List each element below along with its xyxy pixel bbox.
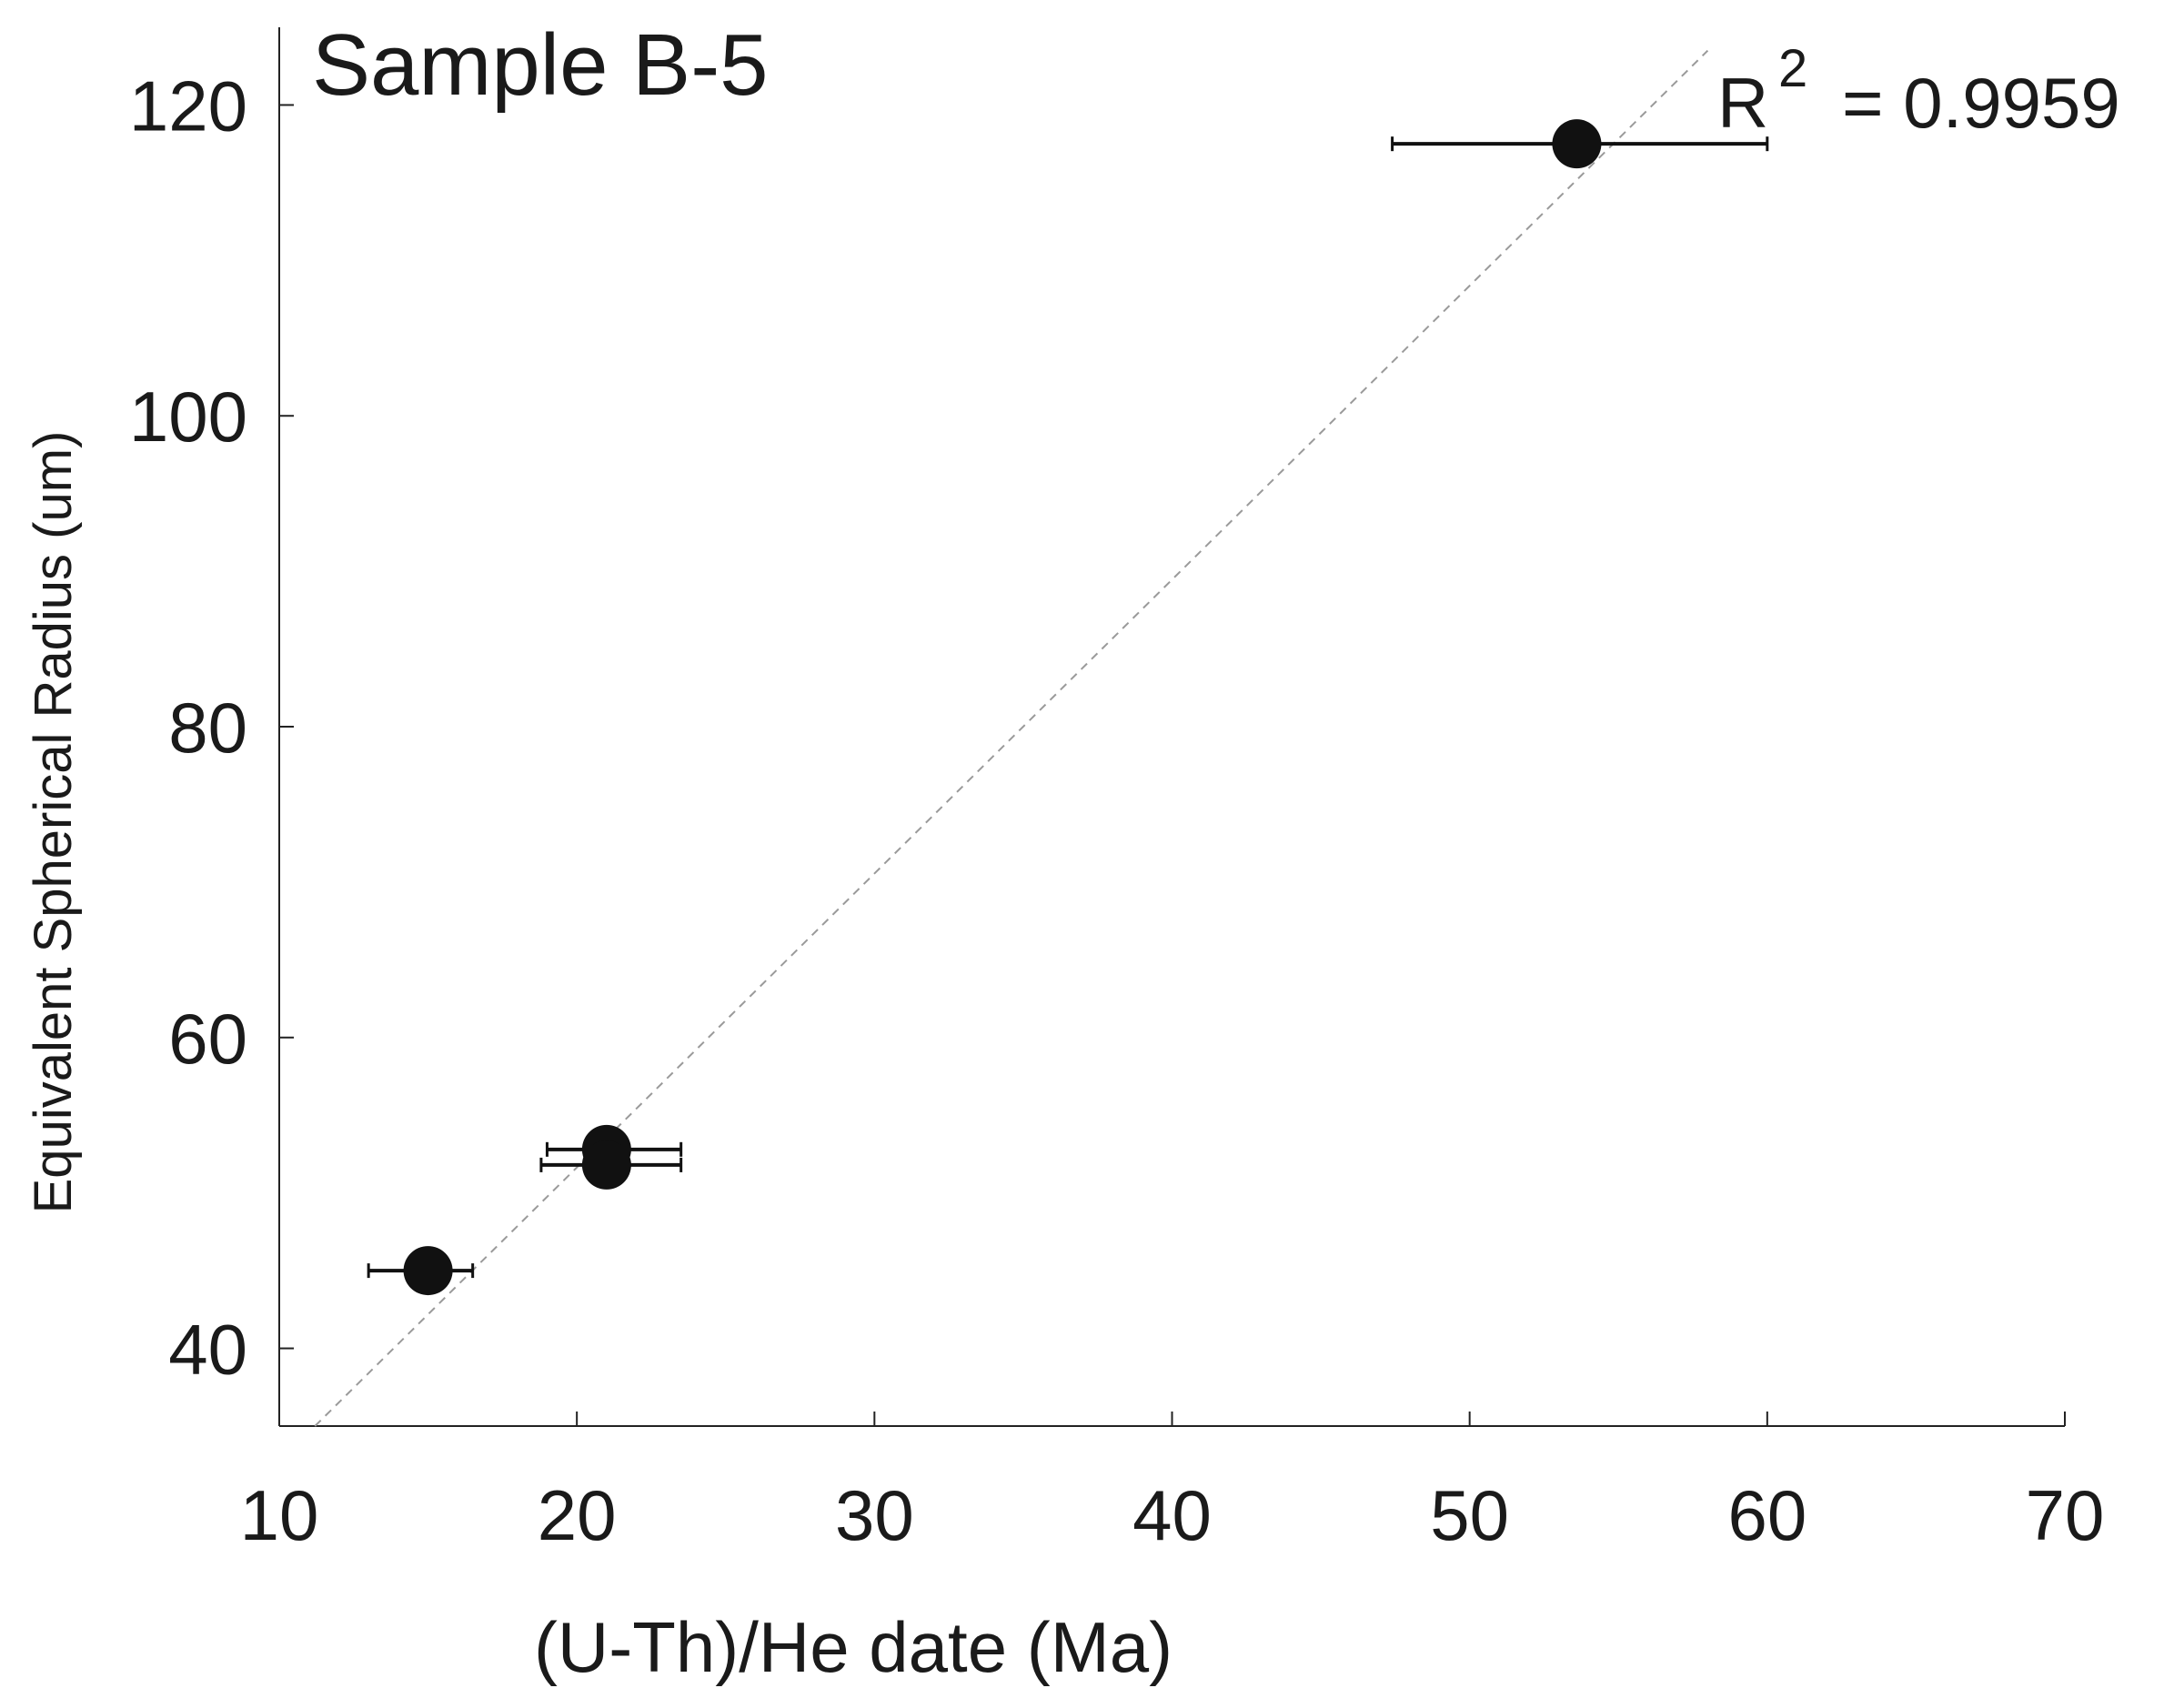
y-tick-label: 40 (168, 1310, 247, 1390)
x-tick-label: 30 (835, 1475, 914, 1555)
fit-line (314, 49, 1709, 1427)
r-squared-annotation: R 2 = 0.9959 (1717, 22, 2120, 143)
ticks: 10 20 30 40 50 60 70 40 60 80 100 120 (129, 65, 2105, 1555)
x-tick-label: 60 (1727, 1475, 1807, 1555)
data-point (581, 1140, 631, 1190)
data-point (403, 1246, 453, 1296)
x-tick-label: 50 (1430, 1475, 1509, 1555)
data-marks (367, 119, 1769, 1296)
data-point (1552, 119, 1602, 169)
x-tick-label: 70 (2026, 1475, 2105, 1555)
y-tick-label: 60 (168, 999, 247, 1079)
y-axis-label: Equivalent Spherical Radius (um) (24, 431, 83, 1214)
r-squared-exponent: 2 (1778, 39, 1807, 98)
fit-line-group (314, 49, 1709, 1427)
x-tick-label: 20 (538, 1475, 617, 1555)
axes (278, 27, 2065, 1427)
y-tick-label: 80 (168, 688, 247, 768)
x-tick-label: 10 (240, 1475, 319, 1555)
y-tick-label: 120 (129, 65, 247, 146)
x-axis-label: (U-Th)/He date (Ma) (534, 1607, 1173, 1687)
r-squared-value: = 0.9959 (1842, 63, 2120, 143)
x-tick-label: 40 (1132, 1475, 1212, 1555)
chart-title: Sample B-5 (312, 16, 769, 114)
r-squared-base: R (1717, 63, 1768, 143)
y-tick-label: 100 (129, 377, 247, 457)
